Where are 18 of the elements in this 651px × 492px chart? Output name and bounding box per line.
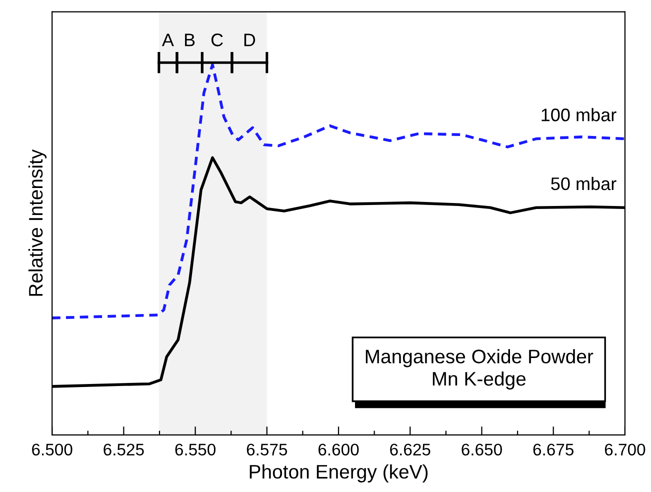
x-tick-label: 6.700 bbox=[604, 444, 646, 456]
band-label: D bbox=[244, 34, 256, 46]
x-tick-label: 6.650 bbox=[462, 444, 502, 456]
band-label: B bbox=[185, 34, 195, 46]
x-tick-label: 6.625 bbox=[390, 444, 430, 456]
x-tick-label: 6.575 bbox=[246, 444, 288, 456]
x-tick-label: 6.675 bbox=[533, 444, 574, 456]
x-tick-label: 6.500 bbox=[32, 444, 72, 456]
annotation: Manganese Oxide Powder Mn K-edge bbox=[366, 349, 594, 390]
series-label: 50 mbar bbox=[551, 176, 616, 190]
x-tick-label: 6.600 bbox=[318, 444, 359, 456]
y-axis-title: Relative Intensity bbox=[28, 149, 47, 296]
band-label: A bbox=[162, 34, 174, 46]
x-tick-label: 6.525 bbox=[104, 444, 144, 456]
band-label: C bbox=[211, 34, 223, 46]
x-axis-title: Photon Energy (keV) bbox=[250, 464, 428, 482]
x-tick-label: 6.550 bbox=[175, 444, 216, 456]
series-label: 100 mbar bbox=[542, 108, 616, 122]
